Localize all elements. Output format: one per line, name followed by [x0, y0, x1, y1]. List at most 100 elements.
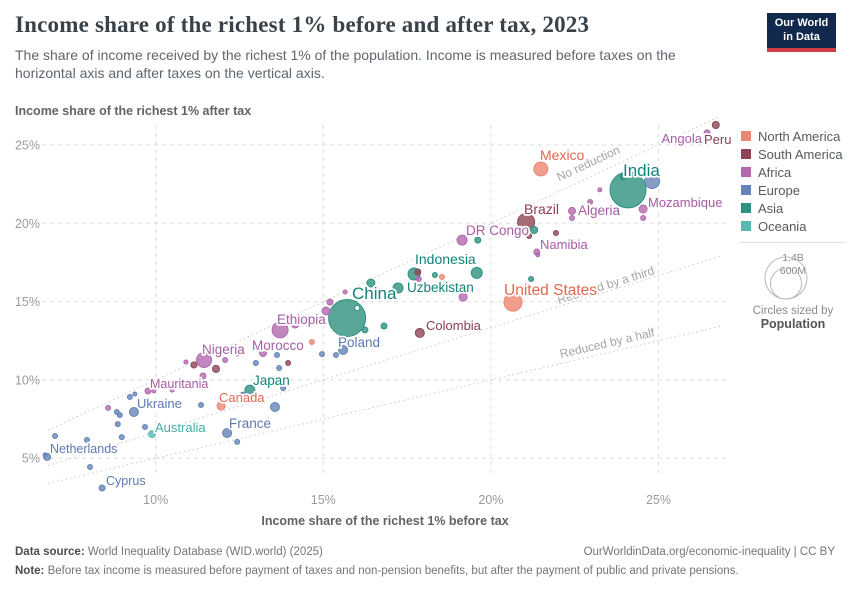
scatter-dot[interactable]: [326, 298, 334, 306]
country-label-brazil[interactable]: Brazil: [522, 199, 561, 219]
scatter-dot[interactable]: [126, 394, 133, 400]
country-label-ethiopia[interactable]: Ethiopia: [275, 310, 328, 329]
scatter-dot[interactable]: [644, 173, 661, 189]
scatter-dot[interactable]: [354, 305, 361, 311]
scatter-dot[interactable]: [361, 326, 369, 334]
scatter-dot[interactable]: [314, 315, 321, 321]
scatter-dot[interactable]: [222, 357, 229, 363]
legend-item-oceania[interactable]: Oceania: [741, 217, 843, 235]
country-label-australia[interactable]: Australia: [153, 418, 208, 437]
scatter-dot[interactable]: [569, 215, 575, 221]
scatter-dot[interactable]: [415, 276, 422, 282]
scatter-dot[interactable]: [270, 402, 280, 412]
scatter-dot[interactable]: [116, 412, 123, 418]
legend-item-africa[interactable]: Africa: [741, 163, 843, 181]
scatter-dot[interactable]: [439, 274, 445, 280]
country-label-cyprus[interactable]: Cyprus: [104, 472, 147, 490]
scatter-dot[interactable]: [302, 319, 309, 325]
scatter-dot[interactable]: [274, 352, 280, 358]
scatter-dot[interactable]: [587, 199, 594, 205]
scatter-dot[interactable]: [354, 337, 362, 345]
scatter-dot-uzbekistan[interactable]: [392, 282, 404, 294]
scatter-dot-ukraine[interactable]: [128, 407, 139, 417]
scatter-dot-ethiopia[interactable]: [271, 321, 289, 339]
scatter-dot-morocco[interactable]: [259, 349, 267, 357]
scatter-dot-brazil[interactable]: [517, 213, 536, 231]
scatter-dot[interactable]: [321, 306, 331, 316]
scatter-dot[interactable]: [118, 434, 125, 441]
scatter-dot-mexico[interactable]: [533, 161, 549, 177]
scatter-dot[interactable]: [597, 187, 603, 193]
scatter-dot[interactable]: [380, 322, 388, 330]
scatter-dot[interactable]: [42, 452, 48, 458]
scatter-dot-mozambique[interactable]: [638, 204, 648, 214]
scatter-dot[interactable]: [198, 402, 204, 408]
scatter-dot-australia[interactable]: [148, 430, 156, 439]
scatter-dot-colombia[interactable]: [414, 327, 425, 338]
scatter-dot[interactable]: [414, 268, 422, 276]
owid-link[interactable]: OurWorldinData.org/economic-inequality |…: [583, 546, 835, 558]
scatter-dot-united-states[interactable]: [503, 292, 523, 312]
scatter-dot-japan[interactable]: [244, 384, 256, 396]
country-label-indonesia[interactable]: Indonesia: [413, 249, 477, 269]
scatter-dot[interactable]: [470, 266, 483, 279]
country-label-united-states[interactable]: United States: [502, 280, 599, 301]
scatter-dot-angola[interactable]: [703, 129, 711, 137]
scatter-dot[interactable]: [232, 347, 242, 357]
country-label-india[interactable]: India: [621, 159, 662, 182]
scatter-dot[interactable]: [366, 278, 376, 288]
country-label-algeria[interactable]: Algeria: [576, 201, 622, 220]
country-label-france[interactable]: France: [227, 414, 273, 433]
scatter-dot[interactable]: [234, 438, 241, 445]
scatter-dot[interactable]: [640, 215, 647, 221]
scatter-dot[interactable]: [142, 424, 148, 430]
country-label-morocco[interactable]: Morocco: [250, 336, 305, 355]
country-label-angola[interactable]: Angola: [660, 129, 705, 148]
scatter-dot-nigeria[interactable]: [196, 352, 212, 368]
scatter-dot-france[interactable]: [222, 428, 233, 438]
country-label-mozambique[interactable]: Mozambique: [646, 193, 724, 212]
scatter-dot[interactable]: [169, 387, 175, 393]
scatter-dot-india[interactable]: [609, 171, 647, 209]
country-label-nigeria[interactable]: Nigeria: [200, 340, 247, 359]
scatter-dot[interactable]: [474, 236, 482, 244]
country-label-colombia[interactable]: Colombia: [424, 316, 483, 335]
scatter-dot[interactable]: [199, 372, 207, 380]
country-label-dr-congo[interactable]: DR Congo: [464, 221, 531, 240]
country-label-peru[interactable]: Peru: [702, 130, 733, 149]
scatter-dot[interactable]: [535, 252, 541, 258]
scatter-dot[interactable]: [290, 319, 300, 329]
scatter-dot[interactable]: [431, 272, 438, 278]
legend-item-europe[interactable]: Europe: [741, 181, 843, 199]
scatter-dot[interactable]: [114, 421, 121, 428]
scatter-dot[interactable]: [552, 230, 559, 236]
scatter-dot-mauritania[interactable]: [144, 387, 152, 395]
legend-item-asia[interactable]: Asia: [741, 199, 843, 217]
scatter-dot[interactable]: [319, 351, 325, 358]
country-label-mauritania[interactable]: Mauritania: [148, 375, 210, 393]
legend-item-south-america[interactable]: South America: [741, 145, 843, 163]
scatter-dot[interactable]: [342, 289, 348, 295]
scatter-dot[interactable]: [151, 388, 157, 394]
country-label-poland[interactable]: Poland: [336, 333, 382, 352]
scatter-dot-poland[interactable]: [338, 345, 349, 355]
scatter-dot-cyprus[interactable]: [98, 484, 106, 492]
country-label-netherlands[interactable]: Netherlands: [48, 440, 119, 458]
scatter-dot[interactable]: [530, 226, 539, 234]
scatter-dot[interactable]: [285, 360, 292, 366]
scatter-dot[interactable]: [619, 173, 627, 181]
scatter-dot[interactable]: [84, 437, 90, 443]
scatter-dot[interactable]: [526, 233, 533, 239]
legend-item-north-america[interactable]: North America: [741, 127, 843, 145]
scatter-dot[interactable]: [132, 391, 138, 397]
scatter-dot-algeria[interactable]: [568, 206, 576, 215]
country-label-canada[interactable]: Canada: [217, 388, 267, 407]
scatter-dot[interactable]: [183, 359, 189, 365]
country-label-japan[interactable]: Japan: [251, 371, 291, 390]
scatter-dot[interactable]: [333, 352, 339, 358]
scatter-dot[interactable]: [52, 433, 59, 439]
country-label-uzbekistan[interactable]: Uzbekistan: [405, 278, 475, 297]
scatter-dot[interactable]: [239, 391, 247, 399]
scatter-dot[interactable]: [458, 292, 468, 302]
scatter-dot[interactable]: [276, 365, 283, 371]
